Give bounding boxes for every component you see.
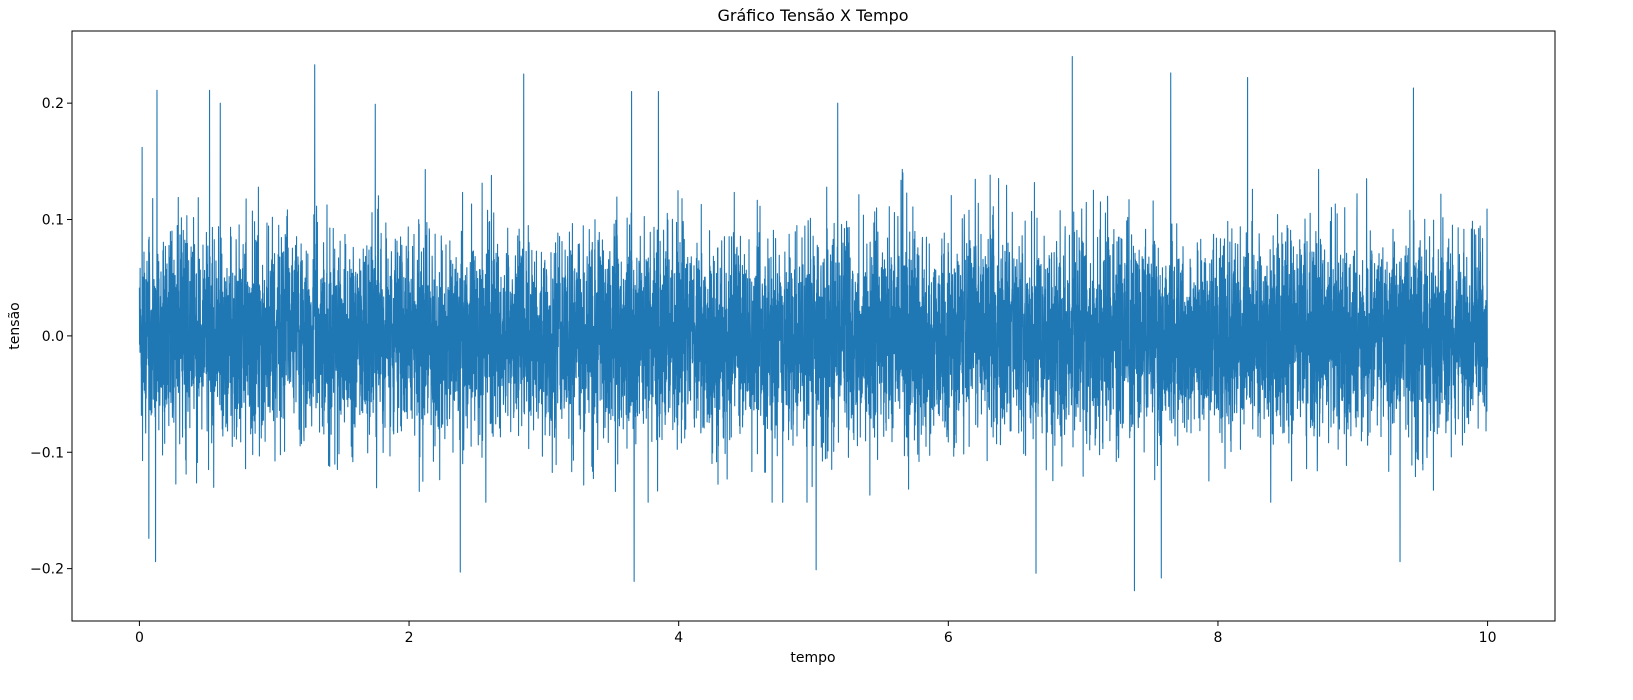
y-tick-label: 0.0 [42, 329, 64, 345]
x-tick-label: 10 [1479, 630, 1497, 646]
x-tick-label: 4 [674, 630, 683, 646]
plot-area [138, 56, 1489, 592]
x-axis-label: tempo [790, 650, 835, 666]
y-axis-ticks: −0.2 −0.1 0.0 0.1 0.2 [30, 96, 72, 578]
y-tick-label: −0.1 [30, 445, 64, 461]
x-axis-ticks: 0 2 4 6 8 10 [135, 621, 1497, 646]
y-tick-label: 0.1 [42, 213, 64, 229]
chart-title: Gráfico Tensão X Tempo [717, 6, 908, 25]
y-tick-label: −0.2 [30, 562, 64, 578]
plot-frame [71, 30, 1556, 622]
x-tick-label: 0 [135, 630, 144, 646]
y-tick-label: 0.2 [42, 96, 64, 112]
x-tick-label: 2 [405, 630, 414, 646]
signal-line [138, 56, 1489, 592]
y-axis-label: tensão [7, 302, 23, 349]
x-tick-label: 8 [1213, 630, 1222, 646]
x-tick-label: 6 [944, 630, 953, 646]
